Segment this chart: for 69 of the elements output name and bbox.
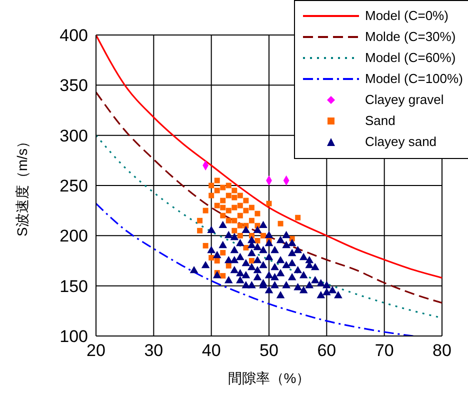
y-axis-title: S波速度（m/s）: [14, 134, 30, 236]
y-tick-label: 250: [60, 176, 88, 196]
legend-label: Model (C=60%): [365, 50, 456, 65]
x-tick-label: 30: [144, 341, 164, 360]
x-tick-label: 60: [317, 341, 336, 360]
point: [202, 208, 208, 214]
point: [197, 218, 203, 224]
point: [214, 178, 220, 184]
point: [220, 250, 226, 256]
point: [237, 222, 243, 228]
point: [220, 204, 226, 210]
point: [208, 182, 214, 188]
legend-label: Molde (C=30%): [365, 29, 456, 44]
point: [214, 202, 220, 208]
point: [214, 258, 220, 264]
y-tick-label: 350: [60, 76, 88, 96]
point: [220, 198, 226, 204]
point: [243, 244, 249, 250]
point: [243, 198, 249, 204]
point: [232, 228, 238, 234]
point: [220, 184, 226, 190]
point: [226, 208, 232, 214]
y-tick-label: 150: [60, 276, 88, 296]
point: [243, 208, 249, 214]
x-tick-label: 50: [260, 341, 278, 360]
x-tick-label: 20: [86, 341, 106, 360]
y-tick-label: 200: [60, 226, 88, 246]
point: [260, 232, 266, 238]
point: [232, 194, 238, 200]
y-tick-label: 300: [60, 126, 88, 146]
point: [197, 228, 203, 234]
point: [202, 242, 208, 248]
point: [237, 202, 243, 208]
x-tick-label: 40: [202, 341, 221, 360]
point: [237, 232, 243, 238]
point: [208, 255, 214, 260]
point: [232, 204, 238, 210]
legend-label: Model (C=0%): [365, 8, 448, 23]
point: [220, 273, 226, 279]
x-tick-label: 80: [432, 341, 452, 360]
point: [248, 204, 254, 210]
point: [226, 192, 232, 198]
point: [214, 188, 220, 194]
point: [295, 214, 301, 220]
point: [254, 238, 260, 244]
legend-label: Clayey sand: [365, 134, 437, 149]
legend-label: Model (C=100%): [365, 71, 463, 86]
point: [226, 182, 232, 188]
line-series: [96, 91, 442, 304]
point: [248, 218, 254, 224]
point: [266, 200, 272, 206]
point: [208, 192, 214, 198]
x-axis-title: 間隙率（%）: [228, 370, 310, 386]
point: [237, 192, 243, 198]
legend-label: Sand: [365, 113, 396, 128]
y-tick-label: 100: [60, 327, 88, 346]
point: [226, 263, 232, 269]
line-series: [96, 202, 414, 336]
point: [278, 220, 284, 226]
y-tick-label: 400: [60, 26, 88, 46]
point: [232, 218, 238, 224]
point: [232, 188, 238, 194]
point: [254, 210, 260, 216]
point: [226, 218, 232, 224]
legend-label: Clayey gravel: [365, 92, 444, 107]
x-tick-label: 70: [374, 341, 394, 360]
point: [220, 212, 226, 218]
point: [248, 258, 254, 264]
point: [237, 212, 243, 218]
